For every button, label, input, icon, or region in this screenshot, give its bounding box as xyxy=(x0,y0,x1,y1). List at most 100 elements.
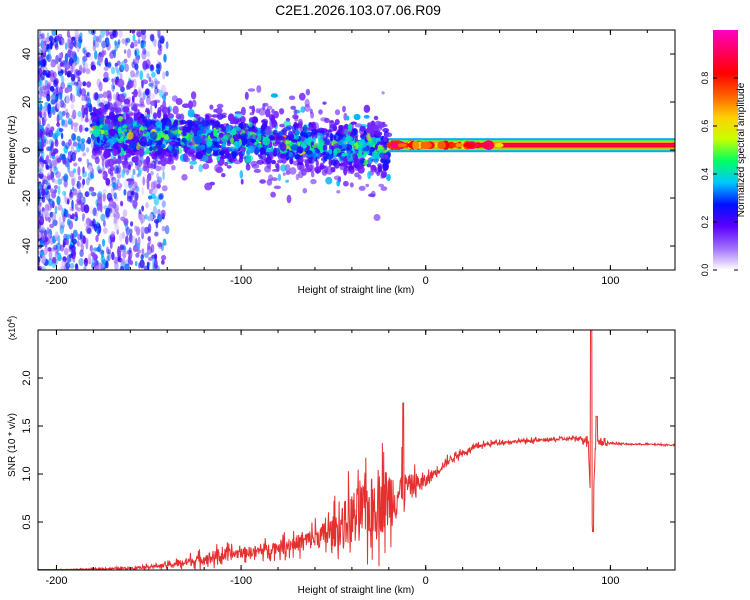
spectrogram-cell xyxy=(291,124,296,133)
spectrogram-cell xyxy=(51,256,57,264)
snr-line-layer xyxy=(38,330,675,570)
spectrogram-cell xyxy=(150,80,154,89)
spectrogram-cell xyxy=(131,181,138,191)
spectrogram-cell xyxy=(153,152,158,157)
spectrogram-cell xyxy=(82,166,85,174)
spectrogram-cell xyxy=(262,136,271,146)
spectrogram-cell xyxy=(156,127,161,132)
spectrogram-cell xyxy=(52,88,56,95)
spectrogram-cell xyxy=(38,182,42,192)
spectrogram-cell xyxy=(350,170,354,175)
spectrogram-cell xyxy=(102,124,110,131)
spectrogram-cell xyxy=(76,180,82,190)
spectrogram-cell xyxy=(235,126,241,131)
spectrogram-cell xyxy=(292,114,299,120)
spectrogram-cell xyxy=(257,133,262,142)
spectrogram-cell xyxy=(109,128,116,137)
spectrogram-cell xyxy=(92,92,98,101)
axis-tick-label: 1.5 xyxy=(21,418,33,433)
spectrogram-cell xyxy=(119,233,123,242)
spectrogram-cell xyxy=(150,93,156,100)
spectrogram-cell xyxy=(153,112,158,120)
axis-tick-label: 100 xyxy=(601,275,619,287)
spectrogram-cell xyxy=(333,132,342,142)
spectrogram-cell xyxy=(328,158,333,167)
spectrogram-cell xyxy=(330,159,337,166)
spectrogram-cell xyxy=(46,182,51,188)
spectrogram-cell xyxy=(142,116,148,124)
spectrogram-cell xyxy=(56,157,62,163)
spectrogram-cell xyxy=(162,238,167,246)
axis-tick-label: 0 xyxy=(423,275,429,287)
spectrogram-cell xyxy=(114,40,117,46)
spectrogram-cell xyxy=(369,140,375,147)
spectrogram-cell xyxy=(158,194,164,201)
spectrogram-cell xyxy=(239,116,246,123)
spectrogram-cell xyxy=(455,143,464,148)
spectrogram-cell xyxy=(319,162,325,170)
axis-tick-label: 0.2 xyxy=(700,216,710,229)
spectrogram-cell xyxy=(231,128,237,136)
spectrogram-cell xyxy=(101,146,108,151)
spectrogram-cell xyxy=(38,265,41,270)
spectrogram-cell xyxy=(294,154,301,160)
spectrogram-cell xyxy=(303,158,309,164)
axis-tick-label: 0 xyxy=(423,575,429,587)
spectrogram-cell xyxy=(187,151,195,158)
spectrogram-cell xyxy=(51,30,57,37)
spectrogram-cell xyxy=(289,157,294,165)
spectrogram-cell xyxy=(373,214,381,221)
spectrogram-cell xyxy=(138,91,144,100)
spectrogram-cell xyxy=(122,244,126,251)
spectrogram-cell xyxy=(325,165,334,175)
spectrogram-cell xyxy=(371,151,376,157)
spectrogram-cell xyxy=(150,100,157,106)
spectrogram-cell xyxy=(84,127,89,132)
spectrogram-cell xyxy=(221,112,227,116)
spectrogram-cell xyxy=(48,129,54,138)
spectrogram-cell xyxy=(101,158,105,167)
spectrogram-cell xyxy=(45,127,51,138)
axis-tick-label: 0.0 xyxy=(700,264,710,277)
spectrogram-cell xyxy=(50,140,55,148)
spectrogram-cell xyxy=(385,154,389,160)
spectrogram-cell xyxy=(119,244,125,251)
spectrogram-cell xyxy=(107,93,112,102)
spectrogram-cell xyxy=(50,61,56,68)
spectrogram-cell xyxy=(117,126,122,135)
spectrogram-cell xyxy=(46,32,50,39)
spectrogram-cell xyxy=(121,155,128,160)
spectrogram-cell xyxy=(252,117,258,124)
spectrogram-cell xyxy=(324,117,330,124)
spectrogram-cell xyxy=(116,70,121,76)
spectrogram-cell xyxy=(50,172,53,181)
axis-tick-label: -200 xyxy=(45,575,67,587)
spectrogram-cell xyxy=(46,226,49,234)
snr-y-ticks: 0.5 1.0 1.5 2.0 xyxy=(21,370,675,530)
spectrogram-cell xyxy=(62,159,67,165)
spectrogram-cell xyxy=(70,176,77,184)
spectrogram-cell xyxy=(50,126,55,132)
spectrogram-cell xyxy=(283,120,291,127)
spectrogram-cell xyxy=(309,108,313,115)
spectrogram-cell xyxy=(39,110,42,117)
spectrogram-cell xyxy=(384,132,393,138)
spectrogram-cell xyxy=(126,250,132,255)
spectrogram-cell xyxy=(224,161,229,167)
spectrogram-cell xyxy=(366,129,372,134)
spectrogram-cell xyxy=(131,235,137,245)
spectrogram-cell xyxy=(353,157,360,166)
spectrogram-cell xyxy=(102,105,109,113)
spectrogram-cell xyxy=(86,81,92,88)
spectrogram-cell xyxy=(96,60,101,66)
spectrogram-cell xyxy=(82,213,86,220)
spectrogram-cell xyxy=(173,149,180,156)
spectrogram-cell xyxy=(96,35,100,43)
spectrogram-cell xyxy=(363,114,370,119)
spectrogram-cell xyxy=(380,186,388,192)
spectrogram-cell xyxy=(72,255,76,263)
spectrogram-cell xyxy=(241,137,248,146)
spectrogram-cell xyxy=(379,152,385,158)
spectrogram-cell xyxy=(125,164,129,169)
spectrogram-cell xyxy=(328,129,332,135)
